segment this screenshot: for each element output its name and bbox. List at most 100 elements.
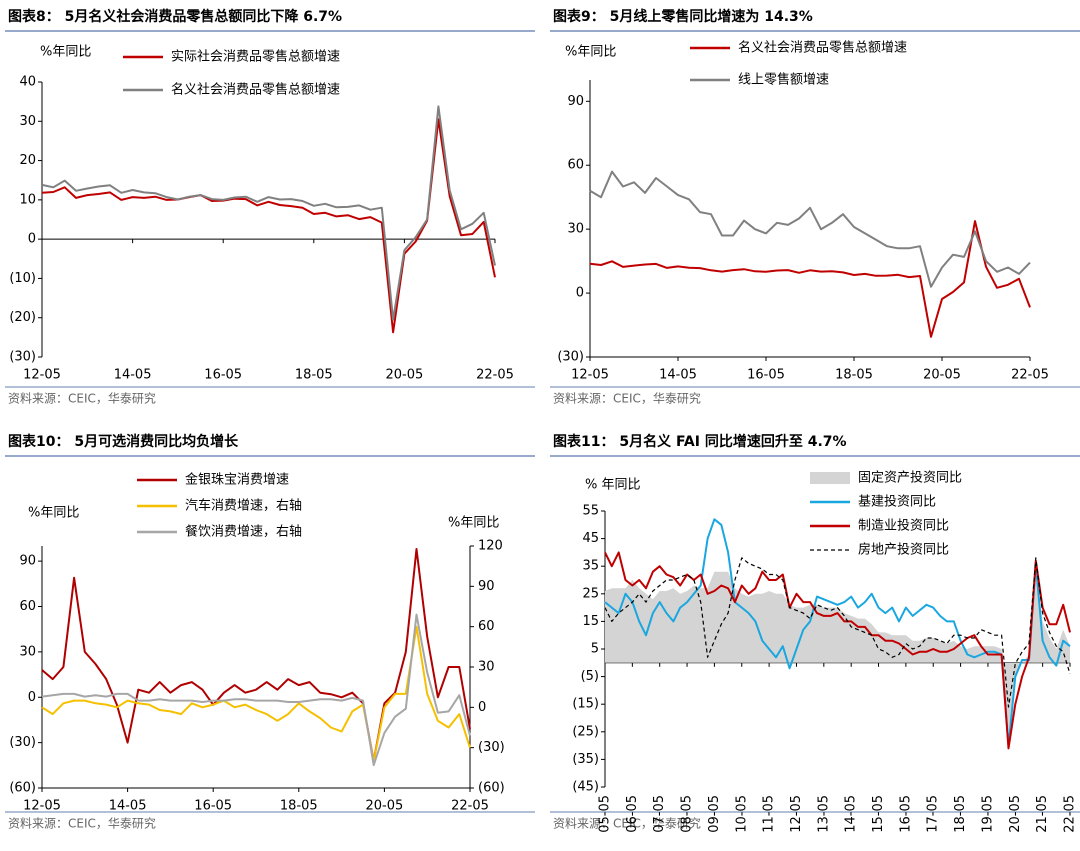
y-tick-label: (30) (557, 350, 584, 365)
legend-label: 基建投资同比 (858, 494, 936, 510)
legend-label: 实际社会消费品零售总额增速 (171, 49, 340, 65)
y-tick-label: 0 (28, 690, 36, 705)
y-tick-label: 0 (576, 286, 584, 301)
y-tick-label: 35 (582, 559, 599, 574)
y2-tick-label: 0 (478, 700, 486, 715)
chart-title: 图表9： 5月线上零售同比增速为 14.3% (553, 8, 813, 25)
x-tick-label: 19-05 (980, 795, 995, 833)
x-tick-label: 13-05 (816, 795, 831, 833)
y2-axis-label: %年同比 (448, 516, 499, 531)
x-tick-label: 15-05 (871, 795, 886, 833)
legend-label: 名义社会消费品零售总额增速 (171, 82, 340, 98)
line-series (41, 625, 471, 763)
line-series (604, 518, 1071, 747)
y-tick-label: (60) (9, 781, 36, 796)
line-series (41, 613, 471, 767)
x-tick-label: 14-05 (659, 368, 697, 383)
y-tick-label: 60 (567, 158, 584, 173)
line-series (41, 105, 496, 321)
x-tick-label: 05-05 (598, 795, 613, 833)
chart-title: 图表8： 5月名义社会消费品零售总额同比下降 6.7% (8, 8, 342, 25)
y-tick-label: (5) (581, 669, 599, 684)
y-tick-label: 15 (582, 614, 599, 629)
legend-label: 线上零售额增速 (738, 72, 829, 88)
y2-tick-label: (30) (478, 740, 505, 755)
y-tick-label: (45) (572, 780, 599, 795)
chart-title: 图表10： 5月可选消费同比均负增长 (8, 433, 239, 450)
x-tick-label: 20-05 (1008, 795, 1023, 833)
x-tick-label: 16-05 (747, 368, 785, 383)
y-tick-label: 30 (19, 114, 36, 129)
x-tick-label: 12-05 (571, 368, 609, 383)
y2-tick-label: 120 (478, 539, 503, 554)
x-tick-label: 14-05 (114, 368, 152, 383)
line-series (41, 118, 496, 334)
y-tick-label: (30) (9, 735, 36, 750)
y-tick-label: 30 (567, 222, 584, 237)
y-axis-label: %年同比 (40, 45, 91, 60)
y2-tick-label: 90 (478, 579, 495, 594)
y2-tick-label: 60 (478, 619, 495, 634)
x-tick-label: 21-05 (1035, 795, 1050, 833)
y2-tick-label: 30 (478, 660, 495, 675)
y-tick-label: 45 (582, 531, 599, 546)
x-tick-label: 17-05 (926, 795, 941, 833)
legend-label: 房地产投资同比 (858, 542, 949, 558)
x-tick-label: 12-05 (789, 795, 804, 833)
y-tick-label: 0 (28, 232, 36, 247)
x-tick-label: 09-05 (707, 795, 722, 833)
y2-tick-label: (60) (478, 781, 505, 796)
y-tick-label: 90 (19, 554, 36, 569)
x-tick-label: 11-05 (762, 795, 777, 833)
line-series (589, 220, 1031, 338)
x-tick-label: 16-05 (898, 795, 913, 833)
chart-panel: 图表11： 5月名义 FAI 同比增速回升至 4.7% 资料来源：CEIC，华泰研… (550, 433, 1080, 833)
x-tick-label: 10-05 (734, 795, 749, 833)
x-tick-label: 08-05 (680, 795, 695, 833)
y-tick-label: 10 (19, 192, 36, 207)
x-tick-label: 20-05 (923, 368, 961, 383)
x-tick-label: 22-05 (476, 368, 514, 383)
x-tick-label: 20-05 (366, 799, 404, 814)
y-tick-label: 20 (19, 153, 36, 168)
x-tick-label: 18-05 (295, 368, 333, 383)
x-tick-label: 16-05 (194, 799, 232, 814)
x-tick-label: 18-05 (280, 799, 318, 814)
x-tick-label: 07-05 (652, 795, 667, 833)
y-axis-label: % 年同比 (585, 478, 641, 493)
line-series (589, 170, 1031, 288)
x-tick-label: 14-05 (844, 795, 859, 833)
x-tick-label: 12-05 (23, 799, 61, 814)
chart-title: 图表11： 5月名义 FAI 同比增速回升至 4.7% (553, 433, 847, 450)
x-tick-label: 22-05 (1063, 795, 1078, 833)
y-tick-label: 90 (567, 94, 584, 109)
y-tick-label: (15) (572, 697, 599, 712)
y-tick-label: (10) (9, 271, 36, 286)
x-tick-label: 18-05 (953, 795, 968, 833)
y-tick-label: 55 (582, 504, 599, 519)
source-note: 资料来源：CEIC，华泰研究 (8, 391, 156, 406)
x-tick-label: 22-05 (1011, 368, 1049, 383)
y-tick-label: 40 (19, 75, 36, 90)
legend-label: 制造业投资同比 (858, 518, 949, 534)
legend-swatch (810, 472, 850, 484)
x-tick-label: 22-05 (451, 799, 489, 814)
x-tick-label: 06-05 (625, 795, 640, 833)
area-series (605, 566, 1070, 732)
legend-label: 餐饮消费增速，右轴 (185, 524, 302, 540)
source-note: 资料来源：CEIC，华泰研究 (553, 816, 701, 831)
source-note: 资料来源：CEIC，华泰研究 (8, 816, 156, 831)
y-tick-label: (30) (9, 350, 36, 365)
line-series (604, 557, 1071, 708)
y-tick-label: (35) (572, 752, 599, 767)
x-tick-label: 20-05 (386, 368, 424, 383)
y-tick-label: 30 (19, 644, 36, 659)
y-tick-label: (20) (9, 310, 36, 325)
chart-panel: 图表9： 5月线上零售同比增速为 14.3% 资料来源：CEIC，华泰研究 %年同比… (550, 8, 1080, 406)
source-note: 资料来源：CEIC，华泰研究 (553, 391, 701, 406)
x-tick-label: 14-05 (109, 799, 147, 814)
line-series (604, 551, 1071, 750)
